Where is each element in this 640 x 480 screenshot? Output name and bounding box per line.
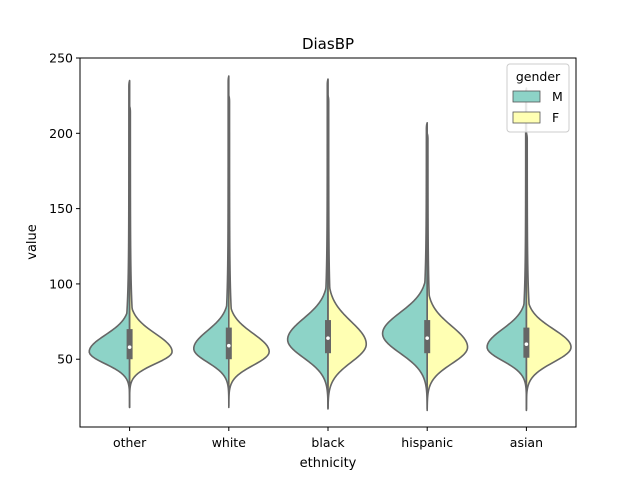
violins-layer xyxy=(88,75,572,412)
x-axis-label: ethnicity xyxy=(300,456,357,471)
iqr-box-other xyxy=(126,329,133,360)
iqr-box-white xyxy=(225,327,232,360)
x-tick-label: hispanic xyxy=(401,435,453,450)
chart-title: DiasBP xyxy=(302,35,354,53)
legend-label-f: F xyxy=(552,110,559,125)
y-tick-label: 50 xyxy=(57,352,73,367)
y-axis-label: value xyxy=(25,224,40,260)
median-dot-white xyxy=(227,343,231,348)
violin-hispanic-f xyxy=(426,132,469,410)
y-axis: 50 100 150 200 250 xyxy=(49,51,80,367)
median-dot-other xyxy=(127,345,132,349)
median-dot-hispanic xyxy=(425,336,430,340)
x-tick-label: asian xyxy=(510,435,543,450)
x-tick-label: white xyxy=(212,435,247,450)
violin-black-f xyxy=(327,94,368,409)
legend-swatch-m xyxy=(512,90,541,103)
violin-other-f xyxy=(128,105,173,409)
y-tick-label: 250 xyxy=(49,51,73,66)
median-dot-asian xyxy=(524,342,529,346)
y-tick-label: 100 xyxy=(49,276,73,291)
x-tick-label: black xyxy=(311,435,345,450)
violin-white-f xyxy=(228,94,270,407)
legend-swatch-f xyxy=(512,111,541,124)
x-axis: other white black hispanic asian xyxy=(113,427,543,450)
violin-hispanic-m xyxy=(381,121,428,412)
y-tick-label: 150 xyxy=(49,201,73,216)
x-tick-label: other xyxy=(113,435,147,450)
median-dot-black xyxy=(326,336,330,340)
legend: gender M F xyxy=(506,63,570,133)
violin-asian-f xyxy=(525,132,572,410)
legend-title: gender xyxy=(516,69,561,84)
y-tick-label: 200 xyxy=(49,126,73,141)
legend-label-m: M xyxy=(552,89,563,104)
